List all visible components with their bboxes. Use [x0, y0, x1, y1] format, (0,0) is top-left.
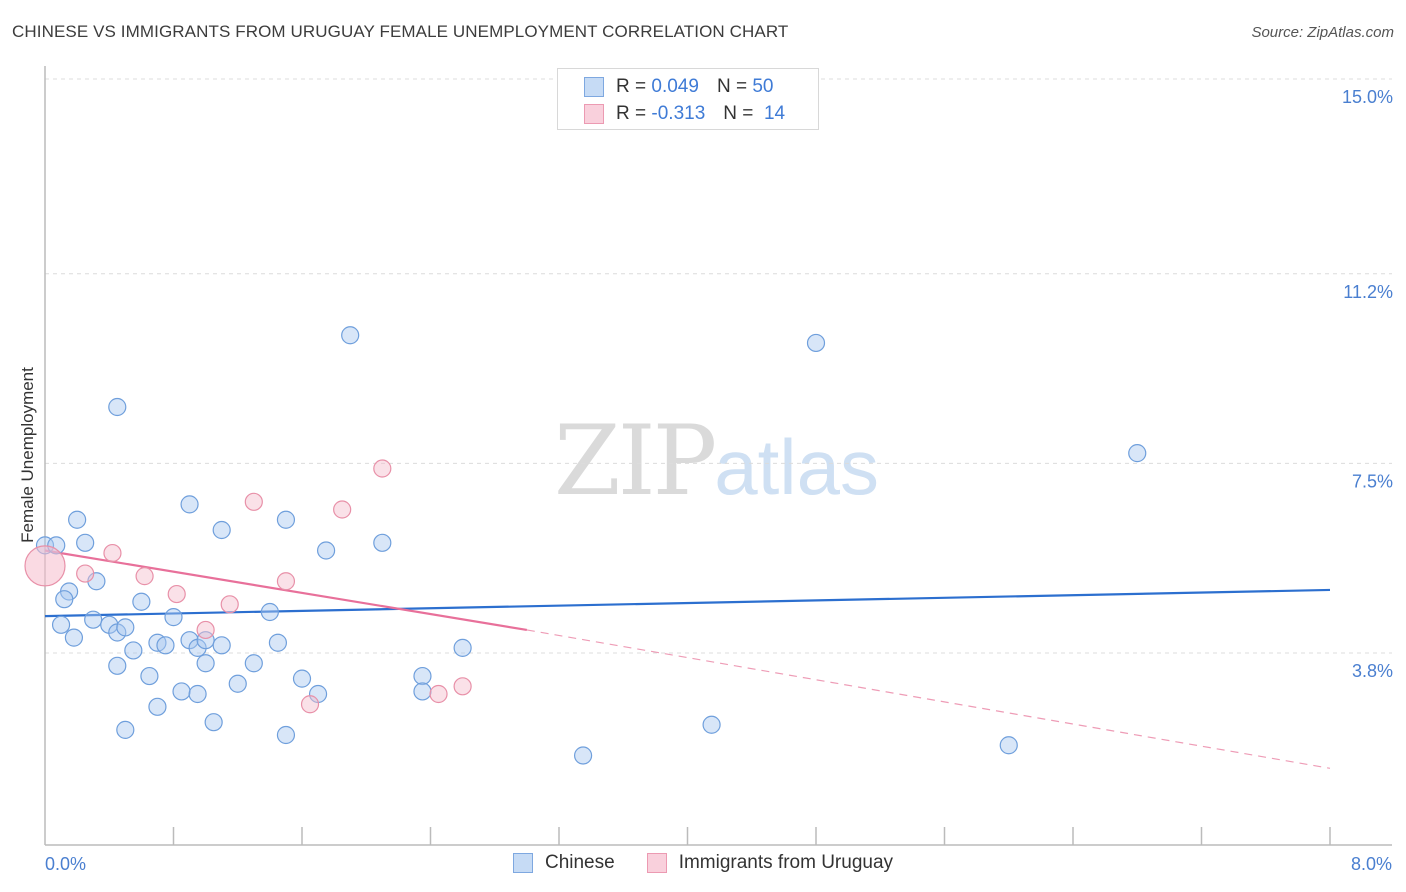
uruguay-point — [373, 459, 392, 478]
chinese-point — [316, 541, 336, 560]
chinese-point — [196, 631, 215, 650]
chinese-point — [64, 628, 84, 647]
uruguay-point — [220, 595, 239, 614]
watermark-zip: ZIP — [554, 405, 717, 517]
uruguay-point — [333, 500, 352, 519]
legend-r-value: 0.049 — [651, 76, 699, 97]
y-tick-label: 3.8% — [1352, 661, 1393, 681]
legend-r-label: R = — [616, 76, 647, 97]
uruguay-point — [103, 543, 122, 563]
legend-n-value: 14 — [763, 103, 786, 124]
series-label-uruguay: Immigrants from Uruguay — [678, 852, 894, 873]
legend-n-label: N = — [716, 76, 748, 97]
gridlines — [45, 78, 1392, 654]
chinese-point — [148, 697, 167, 716]
tick-labels: 3.8% 7.5% 11.2% 15.0% 0.0% 8.0% — [45, 87, 1393, 874]
watermark: ZIPatlas — [554, 405, 879, 517]
watermark-atlas: atlas — [714, 423, 879, 511]
trend-line-extrapolated — [526, 629, 1331, 769]
series-label-chinese: Chinese — [544, 852, 615, 873]
chinese-point — [1128, 444, 1147, 463]
chinese-point — [55, 590, 74, 609]
series-swatch-chinese — [512, 853, 533, 873]
chinese-point — [76, 533, 95, 552]
chinese-point — [116, 720, 135, 739]
chinese-point — [156, 636, 175, 655]
uruguay-point — [276, 572, 296, 591]
chinese-point — [172, 682, 191, 701]
chinese-point — [373, 533, 392, 552]
legend-row-uruguay: R = -0.313 N = 14 — [584, 101, 785, 127]
chinese-point — [204, 713, 223, 732]
axes — [44, 66, 1392, 846]
series-swatch-uruguay — [646, 853, 667, 873]
legend-swatch-chinese — [584, 77, 604, 97]
chart-title: CHINESE VS IMMIGRANTS FROM URUGUAY FEMAL… — [12, 22, 789, 41]
chinese-point — [341, 326, 360, 345]
chinese-point — [999, 736, 1018, 755]
y-tick-label: 11.2% — [1343, 282, 1393, 302]
series-legend-uruguay[interactable]: Immigrants from Uruguay — [646, 852, 894, 874]
trend-line-chinese — [44, 588, 1331, 618]
uruguay-point — [300, 695, 320, 714]
chinese-point — [108, 397, 127, 417]
chinese-point — [806, 333, 826, 353]
chinese-point — [84, 610, 103, 629]
chinese-point — [413, 666, 432, 686]
chinese-point — [702, 715, 721, 734]
chinese-point — [164, 608, 183, 627]
uruguay-point — [244, 492, 263, 511]
chinese-point — [244, 654, 263, 673]
chinese-point — [116, 618, 135, 637]
chinese-point — [268, 633, 288, 652]
data-points — [24, 326, 1147, 765]
chinese-point — [260, 602, 279, 622]
legend-r-label: R = — [616, 103, 647, 124]
chinese-point — [51, 615, 71, 634]
x-tick-label: 8.0% — [1351, 854, 1392, 874]
chinese-point — [573, 746, 593, 765]
chinese-point — [140, 666, 159, 686]
chinese-point — [132, 592, 151, 611]
y-tick-label: 7.5% — [1352, 471, 1393, 491]
chinese-point — [108, 656, 127, 675]
y-tick-label: 15.0% — [1342, 87, 1393, 107]
legend-r-value: -0.313 — [651, 103, 706, 124]
uruguay-point — [453, 677, 472, 696]
chinese-point — [196, 654, 215, 673]
chinese-point — [180, 495, 199, 514]
uruguay-point — [135, 567, 154, 586]
trend-lines — [44, 549, 1331, 769]
series-legend: Chinese Immigrants from Uruguay — [0, 852, 1406, 874]
chinese-point — [68, 510, 87, 529]
correlation-legend: R = 0.049 N = 50 R = -0.313 N = 14 — [557, 68, 819, 130]
chinese-point — [292, 669, 312, 688]
chinese-point — [212, 520, 231, 540]
uruguay-point — [429, 684, 448, 704]
legend-swatch-uruguay — [584, 104, 604, 124]
legend-row-chinese: R = 0.049 N = 50 — [584, 74, 773, 100]
chinese-point — [188, 684, 207, 704]
legend-n-value: 50 — [752, 76, 774, 97]
x-tick-label: 0.0% — [45, 854, 86, 874]
uruguay-point — [167, 584, 186, 604]
uruguay-point — [24, 545, 66, 587]
legend-n-label: N = — [723, 103, 754, 124]
chinese-point — [212, 636, 231, 655]
uruguay-point — [76, 564, 95, 583]
uruguay-point — [196, 620, 215, 640]
series-legend-chinese[interactable]: Chinese — [512, 852, 615, 874]
chinese-point — [228, 674, 247, 693]
chinese-point — [453, 638, 472, 657]
chinese-point — [276, 510, 296, 529]
chinese-point — [124, 641, 143, 660]
source-label: Source: ZipAtlas.com — [1251, 24, 1394, 41]
chinese-point — [413, 682, 432, 701]
chinese-point — [276, 725, 296, 745]
